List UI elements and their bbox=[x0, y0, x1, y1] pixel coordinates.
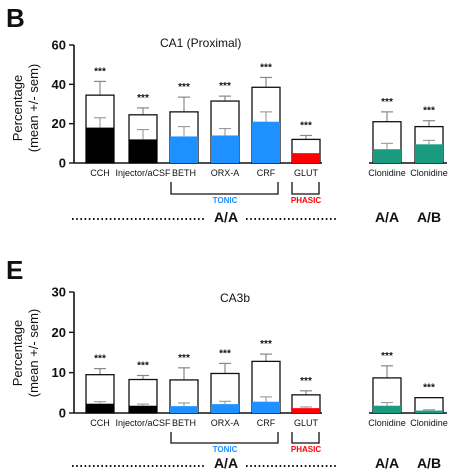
bar-inner bbox=[170, 406, 198, 413]
bar-inner bbox=[170, 136, 198, 163]
panel-e-title: CA3b bbox=[220, 291, 250, 305]
significance-label: *** bbox=[137, 93, 149, 104]
category-label: BETH bbox=[172, 418, 196, 428]
bar-inner bbox=[86, 127, 114, 163]
bar-inner bbox=[373, 149, 401, 163]
tonic-label: TONIC bbox=[213, 196, 238, 205]
bar-inner bbox=[415, 144, 443, 163]
significance-label: *** bbox=[381, 351, 393, 362]
condition-label-main: A/A bbox=[214, 455, 238, 471]
tonic-bracket bbox=[170, 432, 279, 444]
phasic-bracket bbox=[291, 432, 320, 444]
y-tick-label: 10 bbox=[52, 365, 66, 380]
category-label: ORX-A bbox=[211, 418, 240, 428]
tonic-label: TONIC bbox=[213, 445, 238, 454]
phasic-bracket bbox=[291, 182, 320, 195]
panel-b-plot: 0 20 40 60 *** CCH *** Injector/aCSF *** BETH *** O… bbox=[52, 38, 448, 226]
y-tick-label: 0 bbox=[59, 156, 66, 171]
condition-label-clonidine-2: A/B bbox=[417, 209, 441, 225]
significance-label: *** bbox=[423, 383, 435, 394]
phasic-label: PHASIC bbox=[291, 445, 321, 454]
category-label: Injector/aCSF bbox=[115, 168, 171, 178]
condition-label-clonidine-2: A/B bbox=[417, 455, 441, 471]
panel-e-label: E bbox=[6, 255, 23, 285]
significance-label: *** bbox=[219, 348, 231, 359]
y-tick-label: 40 bbox=[52, 77, 66, 92]
significance-label: *** bbox=[260, 339, 272, 350]
panel-b: B CA1 (Proximal) Percentage (mean +/- se… bbox=[6, 3, 448, 225]
y-tick-label: 30 bbox=[52, 285, 66, 300]
bar-inner bbox=[86, 403, 114, 413]
significance-label: *** bbox=[260, 62, 272, 73]
category-label: Injector/aCSF bbox=[115, 418, 171, 428]
bar-inner bbox=[252, 121, 280, 163]
bar-inner bbox=[252, 401, 280, 413]
bar-inner bbox=[292, 153, 320, 163]
panel-b-title: CA1 (Proximal) bbox=[160, 36, 241, 50]
category-label: Clonidine bbox=[410, 168, 448, 178]
panel-e-ylabel-line1: Percentage bbox=[10, 320, 25, 387]
panel-e: E CA3b Percentage (mean +/- sem) 0 10 20 30… bbox=[6, 255, 448, 471]
category-label: CRF bbox=[257, 418, 276, 428]
condition-label-main: A/A bbox=[214, 209, 238, 225]
condition-label-clonidine-1: A/A bbox=[375, 209, 399, 225]
y-tick-label: 20 bbox=[52, 325, 66, 340]
significance-label: *** bbox=[178, 82, 190, 93]
category-label: Clonidine bbox=[410, 418, 448, 428]
bar-inner bbox=[211, 404, 239, 413]
bar-inner bbox=[129, 405, 157, 413]
significance-label: *** bbox=[137, 360, 149, 371]
significance-label: *** bbox=[381, 97, 393, 108]
category-label: GLUT bbox=[294, 418, 319, 428]
bar-inner bbox=[129, 139, 157, 163]
category-label: GLUT bbox=[294, 168, 319, 178]
category-label: CCH bbox=[90, 168, 110, 178]
significance-label: *** bbox=[94, 66, 106, 77]
category-label: BETH bbox=[172, 168, 196, 178]
significance-label: *** bbox=[94, 354, 106, 365]
category-label: Clonidine bbox=[368, 168, 406, 178]
significance-label: *** bbox=[300, 376, 312, 387]
category-label: ORX-A bbox=[211, 168, 240, 178]
category-label: CRF bbox=[257, 168, 276, 178]
panel-e-plot: 0 10 20 30 *** CCH *** Injector/aCSF *** BETH *** O… bbox=[52, 285, 448, 472]
bar-inner bbox=[415, 410, 443, 413]
significance-label: *** bbox=[219, 81, 231, 92]
category-label: Clonidine bbox=[368, 418, 406, 428]
y-tick-label: 20 bbox=[52, 116, 66, 131]
phasic-label: PHASIC bbox=[291, 196, 321, 205]
condition-label-clonidine-1: A/A bbox=[375, 455, 399, 471]
y-tick-label: 0 bbox=[59, 406, 66, 421]
bar-inner bbox=[211, 135, 239, 163]
tonic-bracket bbox=[170, 182, 279, 195]
panel-b-label: B bbox=[6, 3, 25, 33]
y-tick-label: 60 bbox=[52, 38, 66, 53]
panel-b-ylabel-line1: Percentage bbox=[10, 75, 25, 142]
significance-label: *** bbox=[178, 353, 190, 364]
significance-label: *** bbox=[423, 106, 435, 117]
panel-b-ylabel-line2: (mean +/- sem) bbox=[26, 64, 41, 153]
bar-inner bbox=[373, 405, 401, 413]
significance-label: *** bbox=[300, 120, 312, 131]
category-label: CCH bbox=[90, 418, 110, 428]
panel-e-ylabel-line2: (mean +/- sem) bbox=[26, 309, 41, 398]
bar-inner bbox=[292, 408, 320, 413]
